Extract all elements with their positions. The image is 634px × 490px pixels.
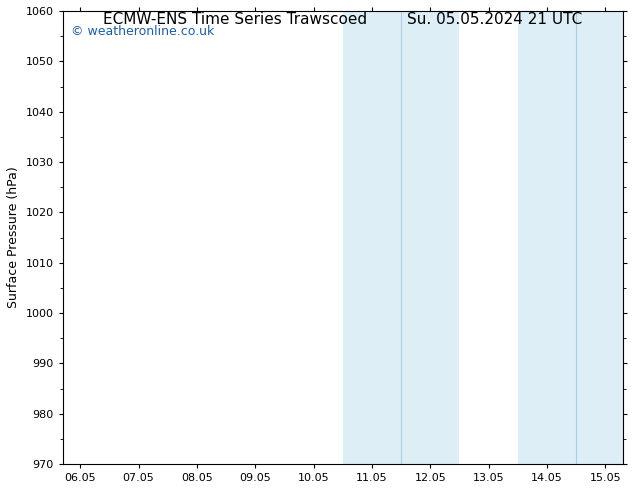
Y-axis label: Surface Pressure (hPa): Surface Pressure (hPa) bbox=[7, 167, 20, 308]
Text: ECMW-ENS Time Series Trawscoed: ECMW-ENS Time Series Trawscoed bbox=[103, 12, 366, 27]
Bar bbox=[343, 11, 401, 464]
Bar bbox=[401, 11, 460, 464]
Bar bbox=[518, 11, 576, 464]
Bar bbox=[576, 11, 623, 464]
Text: Su. 05.05.2024 21 UTC: Su. 05.05.2024 21 UTC bbox=[407, 12, 582, 27]
Text: © weatheronline.co.uk: © weatheronline.co.uk bbox=[71, 24, 214, 38]
